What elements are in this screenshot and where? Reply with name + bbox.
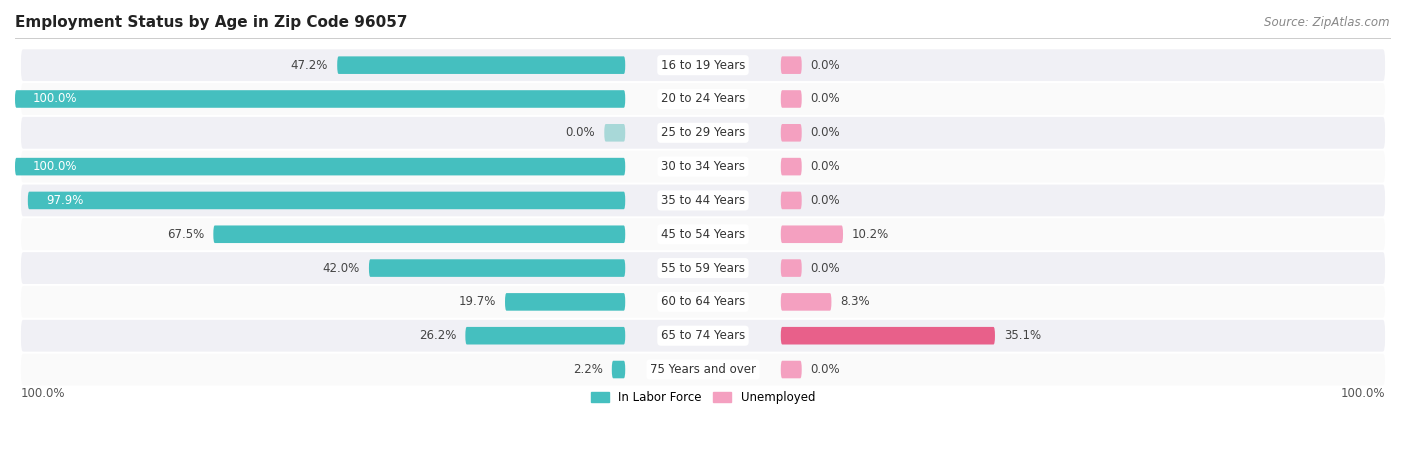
Text: 30 to 34 Years: 30 to 34 Years <box>661 160 745 173</box>
FancyBboxPatch shape <box>21 354 1385 385</box>
Text: 75 Years and over: 75 Years and over <box>650 363 756 376</box>
Text: 26.2%: 26.2% <box>419 329 457 342</box>
FancyBboxPatch shape <box>505 293 626 310</box>
FancyBboxPatch shape <box>21 320 1385 351</box>
FancyBboxPatch shape <box>780 293 831 310</box>
Text: 100.0%: 100.0% <box>32 160 77 173</box>
FancyBboxPatch shape <box>780 225 844 243</box>
FancyBboxPatch shape <box>780 90 801 108</box>
Text: 0.0%: 0.0% <box>811 261 841 274</box>
FancyBboxPatch shape <box>21 83 1385 115</box>
Text: 16 to 19 Years: 16 to 19 Years <box>661 58 745 72</box>
FancyBboxPatch shape <box>28 192 626 209</box>
Text: 0.0%: 0.0% <box>811 194 841 207</box>
Text: 0.0%: 0.0% <box>811 126 841 140</box>
Text: 8.3%: 8.3% <box>841 295 870 308</box>
Text: 0.0%: 0.0% <box>565 126 595 140</box>
Text: 67.5%: 67.5% <box>167 228 204 241</box>
FancyBboxPatch shape <box>15 158 626 176</box>
FancyBboxPatch shape <box>780 361 801 378</box>
Text: 65 to 74 Years: 65 to 74 Years <box>661 329 745 342</box>
Text: 10.2%: 10.2% <box>852 228 889 241</box>
Text: 0.0%: 0.0% <box>811 363 841 376</box>
Text: 35 to 44 Years: 35 to 44 Years <box>661 194 745 207</box>
FancyBboxPatch shape <box>21 151 1385 183</box>
Text: 0.0%: 0.0% <box>811 93 841 105</box>
FancyBboxPatch shape <box>15 90 626 108</box>
FancyBboxPatch shape <box>337 56 626 74</box>
Text: 0.0%: 0.0% <box>811 160 841 173</box>
Text: 20 to 24 Years: 20 to 24 Years <box>661 93 745 105</box>
FancyBboxPatch shape <box>368 259 626 277</box>
Text: 47.2%: 47.2% <box>291 58 328 72</box>
Text: 19.7%: 19.7% <box>458 295 496 308</box>
Text: 35.1%: 35.1% <box>1004 329 1040 342</box>
FancyBboxPatch shape <box>612 361 626 378</box>
FancyBboxPatch shape <box>21 286 1385 318</box>
FancyBboxPatch shape <box>780 56 801 74</box>
Text: 45 to 54 Years: 45 to 54 Years <box>661 228 745 241</box>
FancyBboxPatch shape <box>780 158 801 176</box>
Text: 100.0%: 100.0% <box>21 387 66 400</box>
FancyBboxPatch shape <box>780 192 801 209</box>
FancyBboxPatch shape <box>780 327 995 345</box>
Text: Source: ZipAtlas.com: Source: ZipAtlas.com <box>1264 16 1389 29</box>
FancyBboxPatch shape <box>214 225 626 243</box>
Text: 0.0%: 0.0% <box>811 58 841 72</box>
Text: Employment Status by Age in Zip Code 96057: Employment Status by Age in Zip Code 960… <box>15 15 408 30</box>
Text: 42.0%: 42.0% <box>323 261 360 274</box>
FancyBboxPatch shape <box>605 124 626 142</box>
Text: 100.0%: 100.0% <box>1340 387 1385 400</box>
Text: 55 to 59 Years: 55 to 59 Years <box>661 261 745 274</box>
Text: 60 to 64 Years: 60 to 64 Years <box>661 295 745 308</box>
FancyBboxPatch shape <box>21 117 1385 148</box>
FancyBboxPatch shape <box>21 49 1385 81</box>
FancyBboxPatch shape <box>21 252 1385 284</box>
FancyBboxPatch shape <box>465 327 626 345</box>
FancyBboxPatch shape <box>780 124 801 142</box>
FancyBboxPatch shape <box>21 218 1385 250</box>
Legend: In Labor Force, Unemployed: In Labor Force, Unemployed <box>586 386 820 409</box>
Text: 100.0%: 100.0% <box>32 93 77 105</box>
FancyBboxPatch shape <box>21 184 1385 216</box>
FancyBboxPatch shape <box>780 259 801 277</box>
Text: 2.2%: 2.2% <box>574 363 603 376</box>
Text: 97.9%: 97.9% <box>46 194 83 207</box>
Text: 25 to 29 Years: 25 to 29 Years <box>661 126 745 140</box>
